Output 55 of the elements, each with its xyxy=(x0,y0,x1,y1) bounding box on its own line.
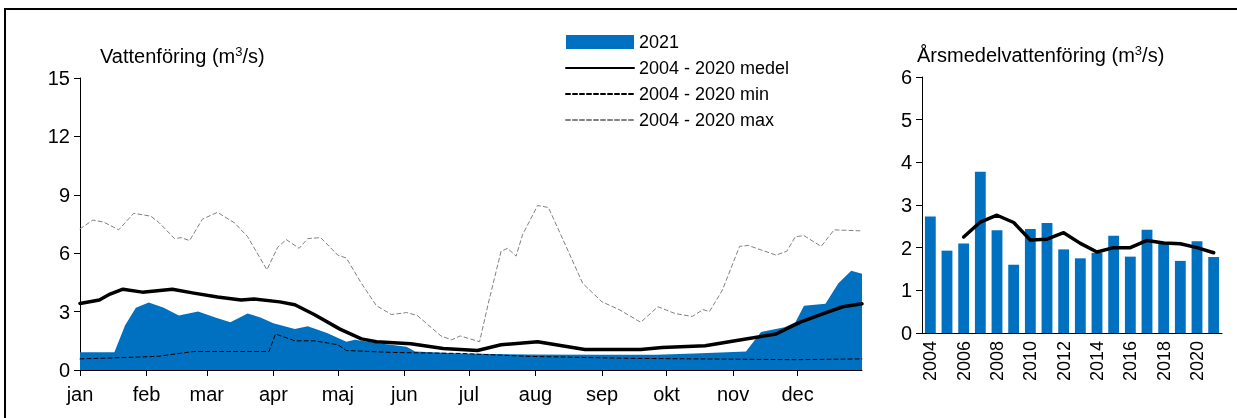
x-tick-label: nov xyxy=(716,383,750,405)
bar xyxy=(1008,264,1020,333)
x-tick-label: aug xyxy=(518,383,553,405)
y-tick-label: 3 xyxy=(900,194,912,216)
legend-label: 2004 - 2020 min xyxy=(639,84,770,104)
y-tick-label: 5 xyxy=(900,108,912,131)
bar xyxy=(974,171,986,333)
x-tick-label: maj xyxy=(321,383,354,405)
x-tick-label: mar xyxy=(189,383,225,405)
y-tick-label: 15 xyxy=(47,67,70,89)
x-tick-label: jul xyxy=(457,383,479,405)
y-tick-label: 12 xyxy=(47,125,70,148)
legend-label: 2021 xyxy=(639,32,680,52)
bar xyxy=(1074,258,1086,333)
x-tick-label: sep xyxy=(585,383,619,405)
x-tick-label: jun xyxy=(390,383,418,405)
x-tick-label: 2004 xyxy=(920,341,941,382)
y-tick-label: 6 xyxy=(900,66,912,88)
x-tick-label: dec xyxy=(781,383,814,405)
y-tick-label: 6 xyxy=(58,242,70,265)
line-series xyxy=(961,213,1216,255)
x-tick-label: 2008 xyxy=(987,341,1007,382)
bar xyxy=(1058,249,1070,333)
x-tick-label: 2006 xyxy=(953,341,974,382)
bar xyxy=(958,243,970,333)
bar xyxy=(1091,252,1103,333)
bar xyxy=(1108,235,1120,333)
bar xyxy=(1158,243,1170,333)
legend-label: 2004 - 2020 max xyxy=(639,110,775,130)
y-tick-label: 3 xyxy=(58,300,70,323)
x-tick-label: okt xyxy=(653,383,681,405)
legend-label: 2004 - 2020 medel xyxy=(639,58,790,78)
bar xyxy=(924,216,936,333)
y-tick-label: 2 xyxy=(900,236,912,259)
bar xyxy=(1208,257,1220,333)
y-tick-label: 0 xyxy=(900,322,912,344)
y-tick-label: 0 xyxy=(58,359,70,381)
x-tick-label: 2016 xyxy=(1120,341,1141,382)
bar xyxy=(991,230,1003,333)
x-tick-label: jan xyxy=(65,383,94,405)
bar xyxy=(1174,260,1186,333)
x-tick-label: apr xyxy=(258,383,289,405)
bar xyxy=(941,250,953,333)
y-tick-label: 9 xyxy=(58,183,70,206)
line-series xyxy=(79,205,861,343)
x-tick-label: 2018 xyxy=(1153,341,1174,382)
bar xyxy=(1024,228,1036,333)
x-tick-label: 2010 xyxy=(1020,341,1041,382)
x-tick-label: 2020 xyxy=(1187,341,1207,382)
y-tick-label: 1 xyxy=(900,279,912,302)
bar xyxy=(1124,256,1136,333)
y-tick-label: 4 xyxy=(900,151,912,174)
x-tick-label: 2014 xyxy=(1087,341,1107,382)
x-tick-label: 2012 xyxy=(1053,341,1074,382)
x-tick-label: feb xyxy=(132,383,161,405)
